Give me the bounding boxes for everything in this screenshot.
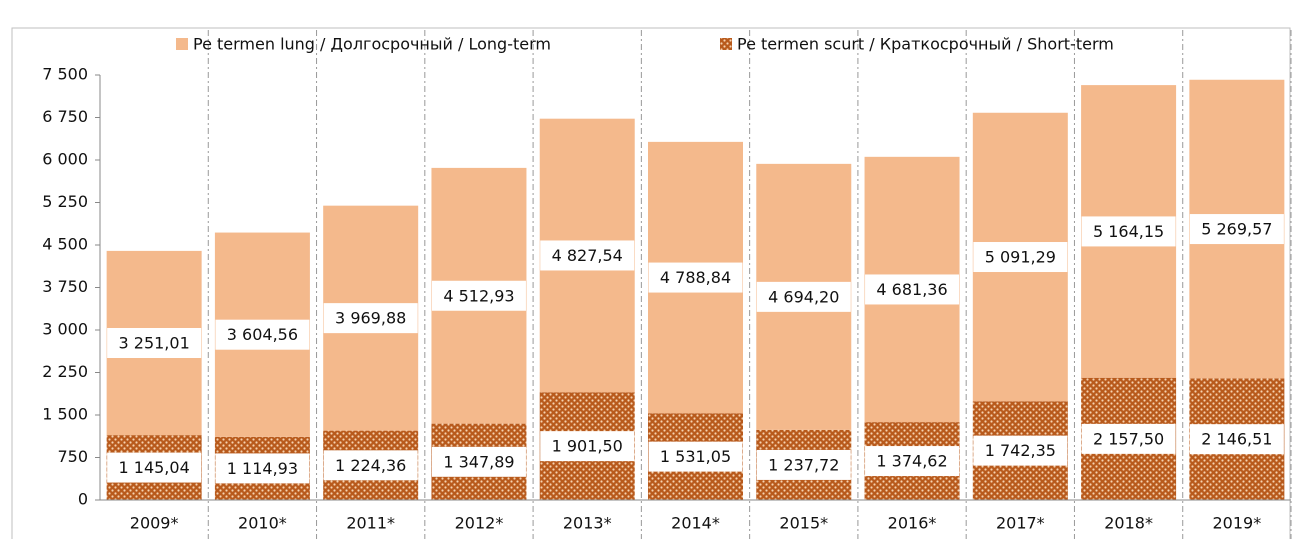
value-label: 3 251,01: [119, 334, 190, 353]
y-tick-label: 5 250: [42, 192, 88, 211]
value-label-box: [107, 328, 202, 359]
y-tick-label: 0: [78, 490, 88, 509]
value-label-box: [648, 262, 743, 293]
x-tick-label: 2011*: [346, 514, 395, 533]
value-label: 1 374,62: [876, 452, 947, 471]
value-label: 5 269,57: [1201, 220, 1272, 239]
legend-swatch: [720, 38, 732, 50]
value-label-box: [865, 446, 960, 477]
value-label-box: [865, 274, 960, 305]
y-tick-label: 7 500: [42, 65, 88, 84]
x-tick-label: 2014*: [671, 514, 720, 533]
x-tick-label: 2019*: [1213, 514, 1262, 533]
value-label: 1 531,05: [660, 447, 731, 466]
value-label-box: [648, 441, 743, 472]
y-tick-label: 750: [57, 447, 88, 466]
x-tick-label: 2010*: [238, 514, 287, 533]
y-tick-label: 6 750: [42, 107, 88, 126]
x-tick-label: 2015*: [779, 514, 828, 533]
value-label: 2 146,51: [1201, 430, 1272, 449]
y-tick-label: 3 750: [42, 277, 88, 296]
value-label-box: [107, 452, 202, 483]
value-label-box: [1081, 423, 1176, 454]
chart-border: [11, 27, 1291, 539]
value-label: 4 694,20: [768, 287, 839, 306]
legend-label: Pe termen lung / Долгосрочный / Long-ter…: [193, 35, 551, 54]
x-tick-label: 2017*: [996, 514, 1045, 533]
x-tick-label: 2012*: [455, 514, 504, 533]
value-label: 4 788,84: [660, 268, 731, 287]
legend-swatch: [176, 38, 188, 50]
value-label: 2 157,50: [1093, 429, 1164, 448]
y-tick-label: 3 000: [42, 320, 88, 339]
value-label: 3 969,88: [335, 309, 406, 328]
value-label-box: [431, 280, 526, 311]
value-label: 1 742,35: [985, 441, 1056, 460]
value-label-box: [1189, 424, 1284, 455]
x-tick-label: 2018*: [1104, 514, 1153, 533]
x-tick-label: 2013*: [563, 514, 612, 533]
value-label-box: [540, 431, 635, 462]
value-label-box: [973, 242, 1068, 273]
y-tick-label: 6 000: [42, 150, 88, 169]
value-label-box: [215, 319, 310, 350]
value-label-box: [431, 446, 526, 477]
y-tick-label: 2 250: [42, 362, 88, 381]
legend-label: Pe termen scurt / Краткосрочный / Short-…: [737, 35, 1114, 54]
value-label: 4 681,36: [876, 280, 947, 299]
y-tick-label: 4 500: [42, 235, 88, 254]
value-label-box: [323, 303, 418, 334]
value-label: 1 224,36: [335, 456, 406, 475]
value-label-box: [756, 281, 851, 312]
value-label: 1 237,72: [768, 455, 839, 474]
value-label: 1 347,89: [443, 452, 514, 471]
value-label-box: [540, 240, 635, 271]
value-label: 3 604,56: [227, 325, 298, 344]
value-label: 5 164,15: [1093, 222, 1164, 241]
value-label: 4 827,54: [552, 246, 623, 265]
value-label: 1 145,04: [119, 458, 190, 477]
value-label-box: [1189, 214, 1284, 245]
value-label: 4 512,93: [443, 286, 514, 305]
value-label: 1 901,50: [552, 437, 623, 456]
value-label-box: [215, 453, 310, 484]
value-label-box: [973, 435, 1068, 466]
y-tick-label: 1 500: [42, 405, 88, 424]
value-label-box: [1081, 216, 1176, 247]
x-tick-label: 2016*: [888, 514, 937, 533]
value-label: 1 114,93: [227, 459, 298, 478]
value-label-box: [323, 450, 418, 481]
x-tick-label: 2009*: [130, 514, 179, 533]
value-label: 5 091,29: [985, 248, 1056, 267]
value-label-box: [756, 449, 851, 480]
